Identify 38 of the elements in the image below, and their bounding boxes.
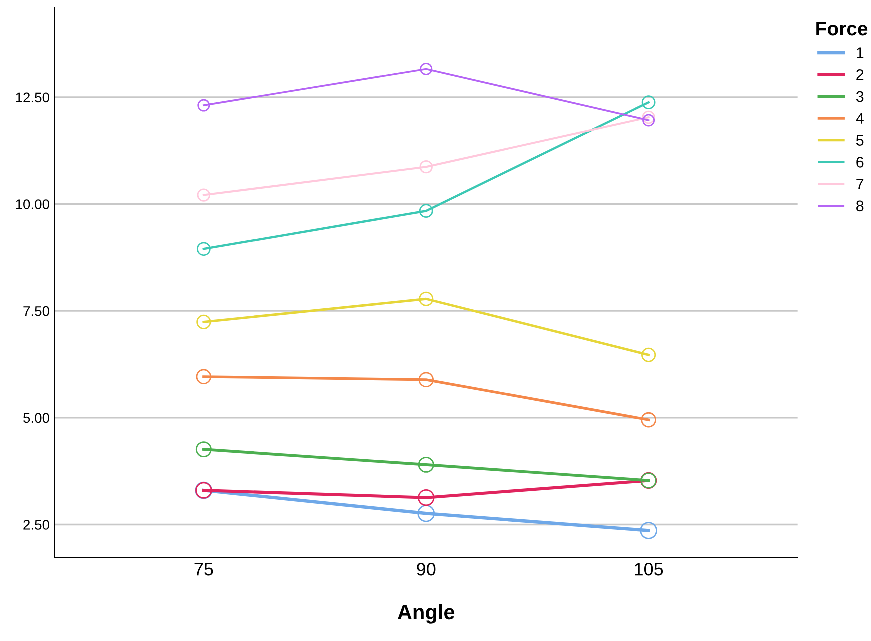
point <box>418 456 434 473</box>
point <box>419 292 434 306</box>
point <box>419 204 434 218</box>
legend-label: 6 <box>856 157 864 168</box>
x-tick-label: 105 <box>635 563 664 576</box>
point <box>196 442 212 458</box>
point <box>420 62 433 76</box>
point <box>642 114 656 127</box>
point <box>420 160 433 174</box>
point <box>196 314 212 330</box>
y-tick-label: 7.50 <box>24 306 50 316</box>
point <box>642 348 656 362</box>
point <box>642 110 656 124</box>
point <box>418 490 435 506</box>
legend-label: 3 <box>856 91 864 102</box>
point <box>641 412 656 428</box>
point <box>197 188 211 202</box>
legend-label: 8 <box>856 200 864 212</box>
y-tick-label: 2.50 <box>24 520 50 530</box>
legend-label: 1 <box>857 48 864 58</box>
x-tick-label: 75 <box>194 563 214 576</box>
point <box>196 369 212 385</box>
point <box>198 99 210 112</box>
x-tick-label: 90 <box>417 563 436 576</box>
point <box>640 522 658 540</box>
point <box>196 242 211 256</box>
legend-label: 5 <box>856 135 864 146</box>
legend-label: 4 <box>856 113 864 124</box>
x-axis-title: Angle <box>398 604 455 624</box>
legend-label: 2 <box>856 69 864 80</box>
point <box>418 504 436 522</box>
legend-label: 7 <box>856 179 864 190</box>
point <box>642 96 656 110</box>
y-tick-label: 12.50 <box>16 92 50 103</box>
y-tick-label: 10.00 <box>16 200 50 210</box>
point <box>418 372 434 388</box>
legend-title: Force <box>816 22 868 36</box>
y-tick-label: 5.00 <box>24 413 50 424</box>
